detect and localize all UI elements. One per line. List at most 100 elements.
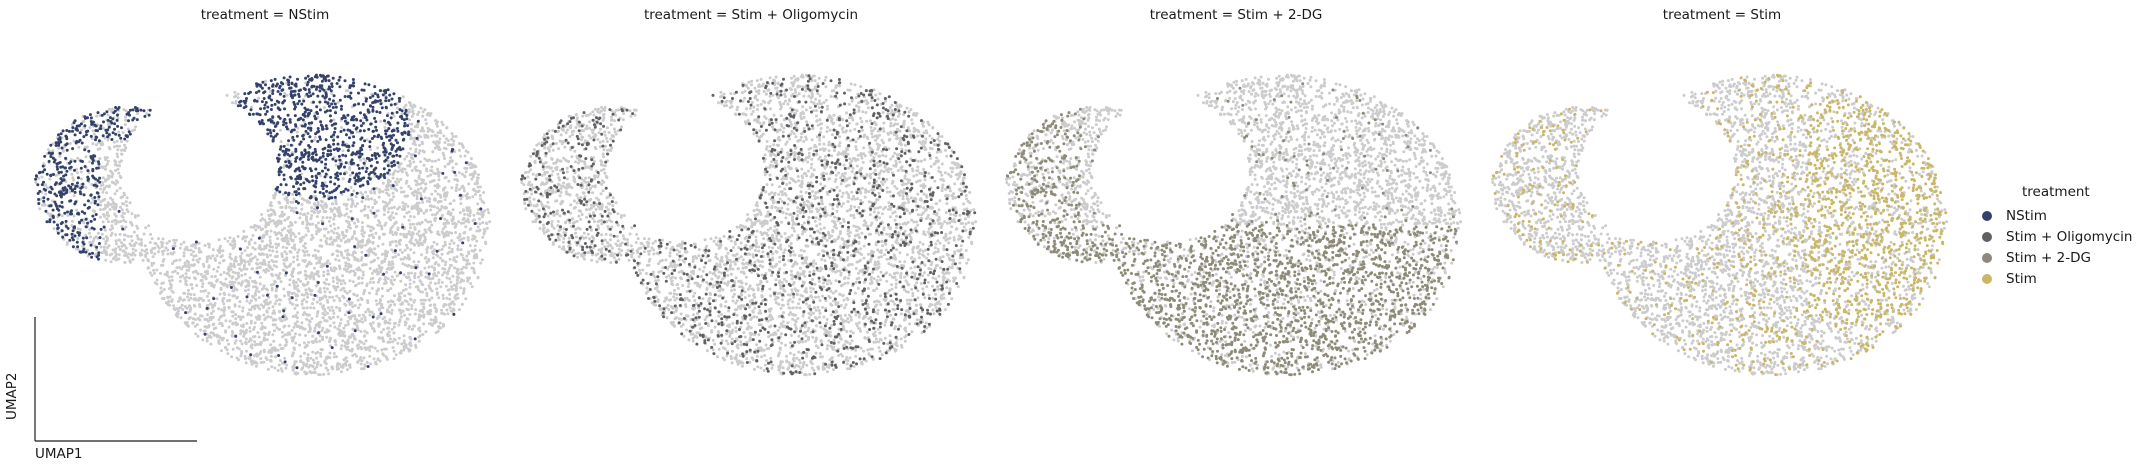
cell-point — [343, 213, 347, 217]
cell-point — [323, 294, 327, 298]
cell-point — [474, 182, 478, 186]
cell-point — [292, 255, 296, 259]
cell-point — [369, 362, 372, 366]
cell-point — [133, 215, 137, 219]
cell-point — [215, 278, 219, 282]
cell-point — [193, 263, 196, 267]
cell-point — [310, 121, 314, 125]
cell-point — [334, 343, 338, 347]
cell-point — [114, 132, 118, 136]
cell-point — [455, 275, 459, 279]
cell-point — [118, 164, 121, 168]
cell-point — [412, 251, 416, 255]
cell-point — [343, 357, 347, 361]
cell-point — [281, 335, 285, 339]
cell-point — [386, 120, 390, 124]
cell-point — [346, 225, 350, 229]
cell-point — [415, 136, 419, 140]
cell-point — [478, 249, 482, 252]
cell-point — [333, 239, 337, 243]
cell-point — [441, 151, 445, 155]
cell-point — [76, 212, 79, 216]
cell-point — [207, 291, 211, 295]
cell-point — [459, 202, 463, 206]
cell-point — [70, 212, 74, 216]
cell-point — [105, 217, 109, 221]
cell-point — [321, 326, 325, 330]
cell-point — [310, 214, 314, 217]
cell-point — [273, 102, 277, 106]
cell-point — [430, 134, 434, 138]
cell-point — [435, 124, 439, 128]
cell-point — [269, 315, 273, 319]
cell-point — [361, 193, 364, 197]
cell-point — [310, 206, 314, 210]
cell-point — [314, 174, 318, 178]
cell-point — [336, 254, 339, 258]
cell-point — [454, 189, 458, 193]
cell-point — [435, 274, 439, 278]
cell-point — [196, 272, 200, 276]
cell-point — [128, 242, 132, 246]
cell-point — [110, 175, 114, 179]
cell-point — [284, 274, 288, 277]
cell-point — [379, 312, 383, 316]
cell-point — [68, 190, 72, 194]
cell-point — [123, 123, 127, 127]
cell-point — [46, 211, 50, 215]
cell-point — [431, 150, 435, 154]
cell-point — [454, 231, 458, 234]
cell-point — [240, 251, 244, 255]
cell-point — [77, 233, 81, 237]
cell-point — [353, 329, 357, 333]
cell-point — [95, 135, 99, 139]
cell-point — [101, 165, 105, 169]
cell-point — [321, 338, 324, 342]
cell-point — [472, 270, 476, 273]
cell-point — [280, 237, 284, 241]
cell-point — [337, 278, 341, 282]
cell-point — [460, 267, 464, 271]
cell-point — [326, 306, 330, 310]
cell-point — [39, 197, 43, 201]
cell-point — [79, 159, 83, 163]
cell-point — [301, 361, 305, 365]
cell-point — [389, 287, 393, 291]
cell-point — [321, 316, 325, 320]
cell-point — [400, 342, 404, 346]
cell-point — [147, 113, 151, 117]
cell-point — [65, 137, 69, 141]
cell-point — [403, 207, 406, 211]
cell-point — [36, 192, 40, 195]
cell-point — [471, 175, 475, 179]
cell-point — [405, 114, 409, 117]
cell-point — [274, 318, 278, 322]
cell-point — [147, 224, 151, 228]
cell-point — [350, 162, 354, 166]
cell-point — [432, 198, 436, 202]
cell-point — [417, 244, 421, 247]
cell-point — [413, 272, 417, 275]
cell-point — [278, 302, 281, 306]
cell-point — [301, 259, 305, 262]
cell-point — [372, 134, 376, 138]
cell-point — [123, 261, 127, 264]
cell-point — [168, 239, 171, 243]
cell-point — [381, 143, 385, 147]
cell-point — [283, 250, 287, 254]
cell-point — [367, 197, 371, 201]
cell-point — [80, 128, 83, 132]
cell-point — [211, 309, 215, 313]
cell-point — [450, 137, 454, 141]
cell-point — [471, 188, 475, 191]
cell-point — [115, 179, 118, 183]
cell-point — [105, 162, 109, 166]
cell-point — [308, 320, 312, 324]
cell-point — [88, 113, 92, 117]
cell-point — [311, 222, 315, 226]
cell-point — [302, 87, 306, 90]
cell-point — [291, 339, 294, 343]
cell-point — [386, 289, 390, 292]
cell-point — [327, 79, 331, 83]
cell-point — [120, 126, 123, 130]
